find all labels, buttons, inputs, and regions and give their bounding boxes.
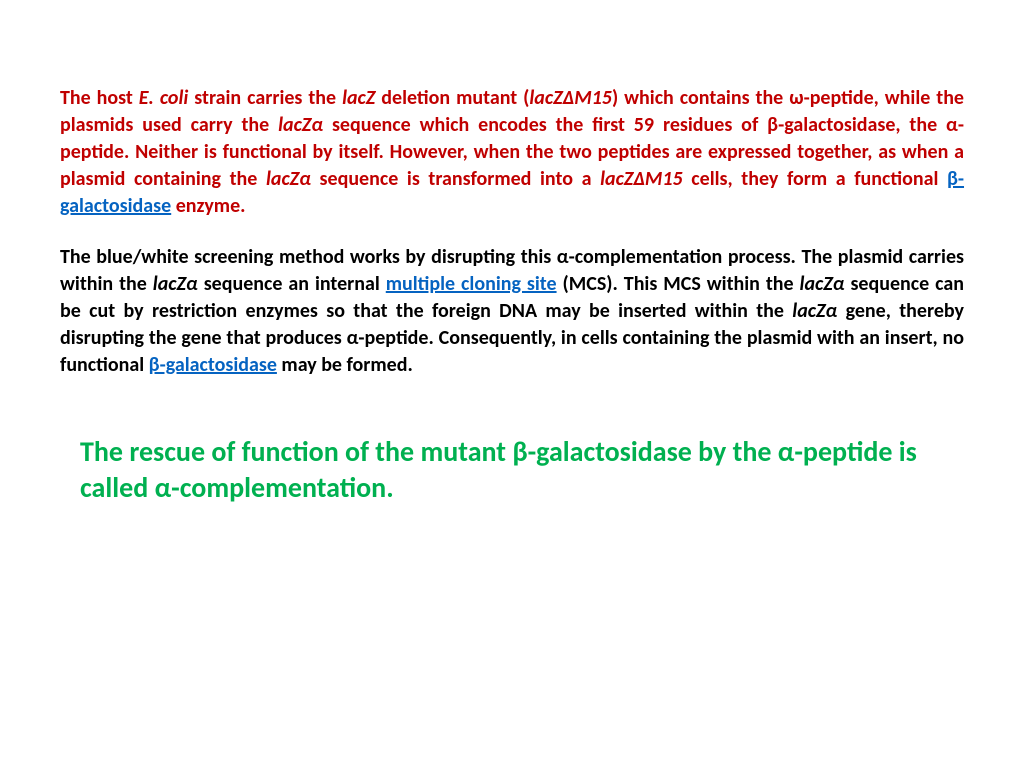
paragraph-screening-method: The blue/white screening method works by… <box>60 244 964 379</box>
text-italic: E. coli <box>139 86 189 110</box>
text-italic: lacZα <box>792 299 837 323</box>
text: strain carries the <box>188 86 342 110</box>
text: enzyme. <box>171 194 245 218</box>
text-italic: lacZα <box>800 272 845 296</box>
text-italic: lacZα <box>278 113 323 137</box>
link-beta-galactosidase-2[interactable]: β-galactosidase <box>149 353 277 377</box>
text: deletion mutant ( <box>375 86 529 110</box>
text: may be formed. <box>277 353 413 377</box>
text: (MCS). This MCS within the <box>557 272 800 296</box>
text: The host <box>60 86 139 110</box>
paragraph-host-strain: The host E. coli strain carries the lacZ… <box>60 85 964 220</box>
text: cells, they form a functional <box>683 167 947 191</box>
text-italic: lacZΔM15 <box>600 167 683 191</box>
text-italic: lacZ <box>342 86 375 110</box>
text-italic: lacZΔM15 <box>529 86 612 110</box>
text: sequence is transformed into a <box>311 167 600 191</box>
paragraph-complementation-summary: The rescue of function of the mutant β-g… <box>60 434 964 507</box>
text-italic: lacZα <box>266 167 311 191</box>
link-multiple-cloning-site[interactable]: multiple cloning site <box>386 272 557 296</box>
text: sequence an internal <box>198 272 386 296</box>
text-italic: lacZα <box>153 272 198 296</box>
